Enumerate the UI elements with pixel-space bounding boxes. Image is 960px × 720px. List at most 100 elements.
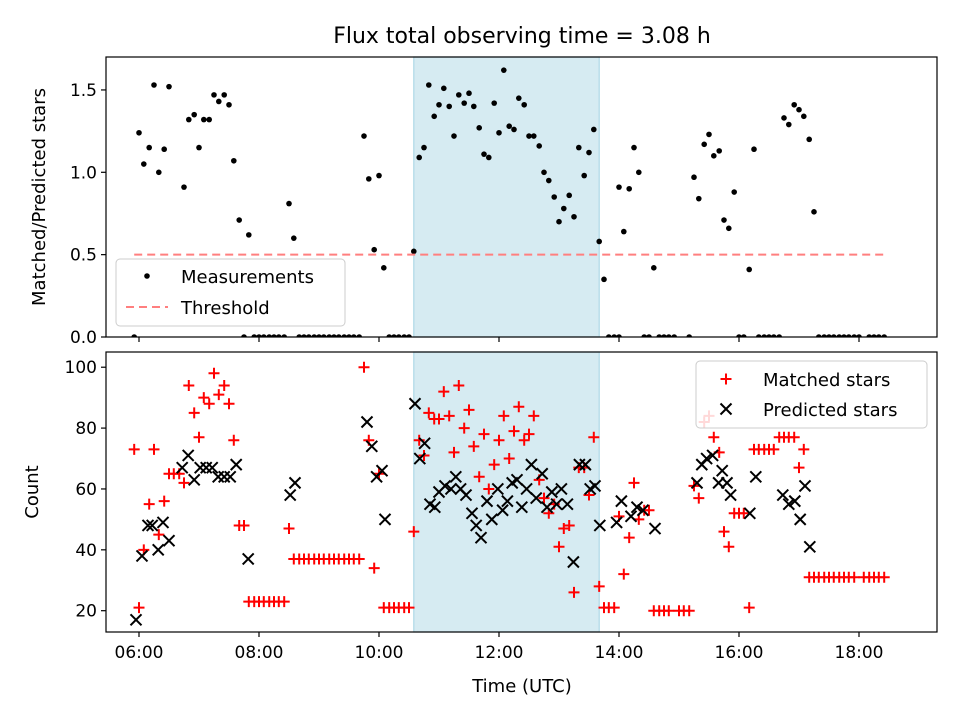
top-measurements-point xyxy=(406,334,412,337)
top-measurements-point xyxy=(646,334,652,337)
top-measurements-point xyxy=(156,169,162,176)
bottom-predicted-stars-point xyxy=(151,543,165,557)
bottom-predicted-stars-point xyxy=(175,461,189,474)
bottom-predicted-stars-point xyxy=(535,467,549,480)
bottom-predicted-stars-point xyxy=(636,504,650,517)
top-measurements-point xyxy=(826,334,832,337)
top-measurements-point xyxy=(536,143,542,149)
top-measurements-point xyxy=(256,334,262,337)
top-measurements-point xyxy=(366,176,372,182)
top-axes: 0.0 0.5 1.0 1.5 Measurements Threshold xyxy=(70,56,938,348)
bottom-predicted-stars-point xyxy=(469,519,483,532)
top-measurements-point xyxy=(351,334,357,337)
bottom-matched-stars-point xyxy=(643,504,655,516)
bottom-predicted-stars-point xyxy=(438,479,452,493)
top-measurements-point xyxy=(816,334,822,337)
top-measurements-point xyxy=(296,334,302,337)
top-measurements-point xyxy=(221,92,227,98)
bottom-legend-predicted-label: Predicted stars xyxy=(763,400,897,421)
top-measurements-point xyxy=(411,248,417,255)
top-measurements-point xyxy=(746,266,752,273)
bottom-matched-stars-point xyxy=(223,398,235,410)
bottom-matched-stars-point xyxy=(463,404,475,416)
bottom-y-tick-label: 60 xyxy=(75,480,97,500)
top-measurements-point xyxy=(491,100,498,106)
bottom-predicted-stars-point xyxy=(365,440,379,453)
bottom-predicted-stars-point xyxy=(283,488,297,502)
bottom-predicted-stars-point xyxy=(459,488,473,502)
top-measurements-point xyxy=(636,169,642,176)
bottom-matched-stars-point xyxy=(188,407,200,419)
top-measurements-point xyxy=(496,129,502,136)
bottom-matched-stars-point xyxy=(878,571,890,583)
top-measurements-point xyxy=(441,85,447,92)
bottom-y-tick-label: 20 xyxy=(75,602,97,622)
bottom-matched-stars-point xyxy=(708,431,720,443)
bottom-predicted-stars-point xyxy=(743,507,757,520)
top-measurements-point xyxy=(301,334,307,337)
top-measurements-point xyxy=(626,185,632,192)
top-measurements-point xyxy=(131,334,137,337)
top-measurements-point xyxy=(526,133,532,139)
bottom-predicted-stars-point xyxy=(520,482,533,496)
bottom-plot-area xyxy=(128,361,890,627)
top-measurements-point xyxy=(211,92,217,98)
bottom-matched-stars-point xyxy=(628,477,640,489)
top-measurements-point xyxy=(506,123,512,129)
top-measurements-point xyxy=(436,101,442,108)
bottom-matched-stars-point xyxy=(438,386,450,398)
top-frame xyxy=(105,56,938,338)
top-measurements-point xyxy=(671,334,677,337)
top-measurements-point xyxy=(711,153,717,159)
bottom-y-axis-label: Count xyxy=(22,465,43,518)
top-measurements-point xyxy=(481,151,487,157)
top-measurements-point xyxy=(391,334,397,337)
top-y-axis-label: Matched/Predicted stars xyxy=(29,88,50,306)
bottom-matched-stars-point xyxy=(213,389,225,401)
top-measurements-point xyxy=(771,334,777,337)
bottom-predicted-stars-point xyxy=(561,497,574,511)
top-measurements-point xyxy=(801,113,807,120)
bottom-predicted-stars-point xyxy=(798,479,812,493)
bottom-matched-stars-point xyxy=(448,446,460,458)
bottom-predicted-stars-point xyxy=(690,476,704,490)
top-measurements-point xyxy=(231,157,237,164)
top-measurements-point xyxy=(426,82,432,88)
top-legend-box xyxy=(115,258,346,327)
top-measurements-point xyxy=(346,334,352,337)
top-measurements-point xyxy=(851,334,857,337)
bottom-matched-stars-point xyxy=(488,459,500,471)
bottom-matched-stars-point xyxy=(588,431,600,443)
bottom-predicted-stars-point xyxy=(408,397,422,410)
top-measurements-point xyxy=(421,144,427,151)
bottom-matched-stars-point xyxy=(508,425,520,437)
bottom-matched-stars-point xyxy=(193,431,205,443)
top-measurements-point xyxy=(206,116,212,123)
top-measurements-point xyxy=(621,228,627,235)
bottom-predicted-stars-point xyxy=(288,476,302,490)
top-measurements-point xyxy=(811,209,817,215)
bottom-predicted-stars-point xyxy=(515,501,529,514)
top-measurements-point xyxy=(316,334,322,337)
bottom-matched-stars-point xyxy=(128,443,140,455)
top-measurements-point xyxy=(136,129,142,136)
top-measurements-point xyxy=(691,174,697,181)
top-measurements-point xyxy=(336,334,342,337)
bottom-predicted-stars-point xyxy=(418,437,431,450)
bottom-matched-stars-point xyxy=(198,392,210,404)
top-measurements-point xyxy=(331,334,337,337)
top-panel: 0.0 0.5 1.0 1.5 Measurements Threshold Matche… xyxy=(29,56,938,348)
top-measurements-point xyxy=(476,125,483,131)
top-measurements-point xyxy=(416,154,423,161)
figure-title: Flux total observing time = 3.08 h xyxy=(333,24,711,49)
top-measurements-point xyxy=(516,95,522,101)
bottom-matched-stars-point xyxy=(278,596,290,608)
top-measurements-point xyxy=(766,334,772,337)
bottom-matched-stars-point xyxy=(608,602,620,614)
top-measurements-point xyxy=(561,205,567,212)
top-measurements-point xyxy=(571,213,577,220)
bottom-matched-stars-point xyxy=(353,553,365,565)
top-measurements-point xyxy=(386,334,392,337)
bottom-predicted-stars-point xyxy=(624,510,638,523)
top-measurements-point xyxy=(276,334,282,337)
